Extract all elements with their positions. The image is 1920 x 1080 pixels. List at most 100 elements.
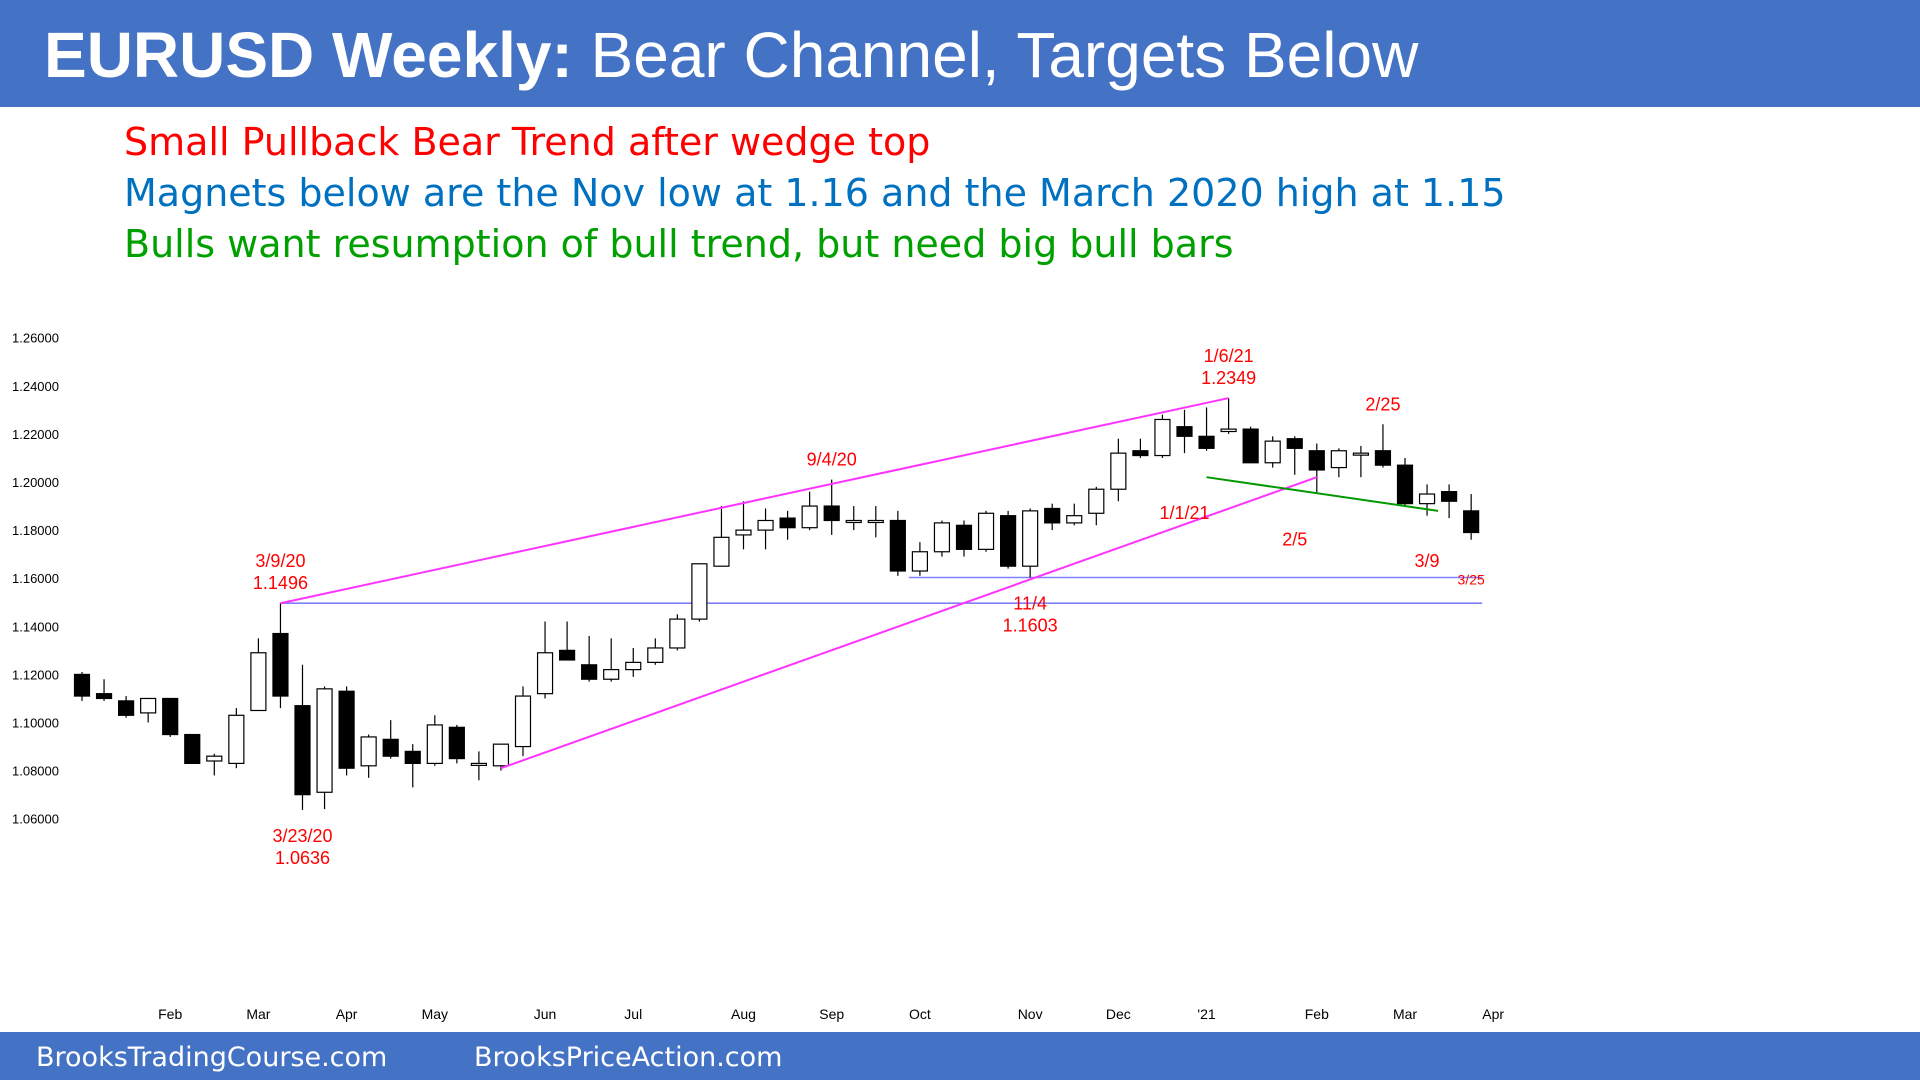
bull-candle (867, 519, 884, 524)
bull-candle (647, 647, 664, 663)
bear-candle (162, 697, 179, 736)
x-tick-label: Feb (158, 1006, 182, 1022)
annotation-label: 2/25 (1365, 394, 1400, 414)
bear-candle (1440, 491, 1458, 502)
y-tick-label: 1.18000 (12, 523, 59, 538)
bear-candle (272, 632, 289, 697)
bull-candle (470, 762, 487, 767)
bull-candle (536, 652, 554, 695)
x-tick-label: Sep (819, 1006, 844, 1022)
title-bold: EURUSD Weekly: (44, 19, 573, 91)
bear-candle (823, 505, 840, 522)
bear-candle (404, 750, 421, 765)
bear-candle (73, 673, 91, 697)
x-tick-label: May (422, 1006, 448, 1022)
bear-candle (1308, 450, 1325, 471)
x-tick-label: Aug (731, 1006, 756, 1022)
bear-candle (1198, 435, 1215, 449)
bear-candle (184, 733, 201, 765)
footer-link-left[interactable]: BrooksTradingCourse.com (36, 1042, 388, 1073)
annotation-label: 11/4 (1013, 593, 1047, 613)
bull-candle (1220, 428, 1237, 433)
bear-candle (1132, 450, 1149, 457)
bear-candle (581, 664, 598, 680)
y-tick-label: 1.12000 (12, 667, 59, 682)
bear-candle (889, 519, 906, 572)
annotation-label: 9/4/20 (807, 450, 857, 470)
trendline-wedge-upper (280, 397, 1229, 605)
annotation-label: 1.0636 (275, 848, 330, 868)
title-bar (0, 0, 1920, 107)
bull-candle (603, 669, 620, 680)
annotation-label: 1/1/21 (1159, 503, 1209, 523)
x-tick-label: Nov (1018, 1006, 1043, 1022)
annotation-label: 2/5 (1282, 529, 1307, 549)
bull-candle (757, 519, 774, 531)
subtitle-3: Bulls want resumption of bull trend, but… (124, 222, 1234, 266)
footer-bar (0, 1032, 1920, 1080)
bull-candle (845, 519, 862, 524)
annotation-label: 3/23/20 (272, 826, 332, 846)
candlestick-chart: 1.26000 1.24000 1.22000 1.20000 1.18000 1.160… (12, 331, 1504, 1022)
bull-candle (1352, 452, 1370, 456)
bull-candle (933, 522, 951, 553)
bull-candle (911, 551, 929, 572)
bull-candle (1264, 440, 1281, 464)
bull-candle (206, 755, 223, 762)
x-tick-label: Dec (1106, 1006, 1131, 1022)
x-tick-label: Jul (624, 1006, 642, 1022)
bear-candle (1044, 507, 1061, 524)
bear-candle (294, 705, 311, 796)
trendline-bear-flag-line (1206, 476, 1439, 512)
y-tick-label: 1.24000 (12, 379, 59, 394)
bull-candle (735, 529, 752, 536)
x-tick-label: Apr (336, 1006, 358, 1022)
x-tick-label: Feb (1305, 1006, 1329, 1022)
annotation-label: 3/25 (1458, 572, 1485, 588)
x-tick-label: Oct (909, 1006, 931, 1022)
bear-candle (1242, 428, 1259, 464)
bull-candle (1022, 510, 1039, 567)
bear-candle (1396, 464, 1414, 505)
x-tick-label: Apr (1482, 1006, 1504, 1022)
bull-candle (316, 688, 333, 793)
bull-candle (426, 724, 443, 765)
bull-candle (713, 536, 730, 567)
y-tick-label: 1.22000 (12, 427, 59, 442)
y-tick-label: 1.14000 (12, 619, 59, 634)
annotation-label: 1.2349 (1201, 368, 1256, 388)
subtitle-1: Small Pullback Bear Trend after wedge to… (124, 120, 931, 164)
bull-candle (1066, 515, 1083, 524)
bear-candle (448, 726, 465, 760)
bull-candle (1110, 452, 1127, 490)
page-title: EURUSD Weekly: Bear Channel, Targets Bel… (44, 18, 1418, 92)
bull-candle (625, 661, 642, 671)
bull-candle (669, 618, 686, 649)
x-tick-label: Mar (1393, 1006, 1417, 1022)
bear-candle (955, 524, 973, 550)
bear-candle (338, 690, 355, 769)
bull-candle (228, 714, 245, 765)
bear-candle (558, 649, 576, 661)
bear-candle (117, 700, 135, 716)
annotation-label: 1.1603 (1003, 615, 1058, 635)
bull-candle (1418, 493, 1436, 505)
y-tick-label: 1.26000 (12, 331, 59, 346)
bear-candle (1286, 438, 1303, 449)
bull-candle (514, 695, 532, 748)
footer-link-right[interactable]: BrooksPriceAction.com (474, 1042, 783, 1073)
annotation-label: 1.1496 (253, 573, 308, 593)
bear-candle (1176, 426, 1193, 437)
y-tick-label: 1.06000 (12, 812, 59, 827)
subtitle-2: Magnets below are the Nov low at 1.16 an… (124, 171, 1506, 215)
trendline-wedge-lower (500, 476, 1318, 770)
bull-candle (250, 652, 267, 712)
bull-candle (492, 743, 510, 767)
bull-candle (1088, 488, 1105, 514)
bull-candle (691, 563, 708, 620)
bull-candle (360, 736, 377, 767)
x-tick-label: Mar (246, 1006, 270, 1022)
bull-candle (1330, 450, 1347, 469)
y-tick-label: 1.10000 (12, 716, 59, 731)
x-tick-label: '21 (1197, 1006, 1215, 1022)
